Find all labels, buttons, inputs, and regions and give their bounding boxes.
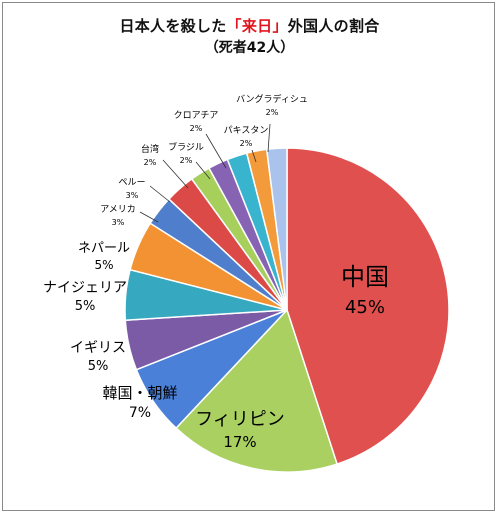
chart-title: 日本人を殺した「来日」外国人の割合 [0,16,499,36]
leader-line [139,211,159,223]
slice-label: ネパール [78,241,130,256]
slice-label: フィリピン [195,409,285,430]
leader-line [162,159,189,189]
slice-label: ペルー [118,178,145,188]
title-suffix: 外国人の割合 [287,17,380,35]
slice-value-label: 2% [240,139,253,148]
slice-value-label: 3% [112,218,125,227]
leader-line [251,149,257,163]
title-highlight: 「来日」 [226,17,288,35]
slice-value-label: 2% [144,158,157,167]
slice-value-label: 17% [223,433,256,451]
slice-label: イギリス [70,340,126,356]
pie-slice [286,147,450,466]
pie-slice [175,308,339,473]
slice-label: 台湾 [141,143,159,155]
slice-value-label: 5% [94,258,113,272]
chart-subtitle: （死者42人） [204,40,295,56]
slice-value-label: 3% [126,191,139,200]
slice-value-label: 2% [266,108,279,117]
slice-value-label: 5% [88,359,109,374]
slice-label: バングラディシュ [236,93,308,105]
slice-label: クロアチア [174,110,219,121]
pie-slice [265,147,288,311]
leader-line [149,185,171,203]
slice-label: ナイジェリア [43,280,127,296]
leader-line [267,123,271,153]
title-prefix: 日本人を殺した [119,17,227,35]
slice-label: パキスタン [224,125,269,136]
slice-label: 中国 [341,263,389,291]
slice-value-label: 7% [129,405,151,421]
slice-value-label: 2% [190,124,203,133]
slice-label: アメリカ [100,204,136,215]
slice-value-label: 5% [75,299,96,314]
slice-value-label: 45% [345,297,385,318]
leader-line [195,161,211,180]
slice-value-label: 2% [180,156,193,165]
slice-label: 韓国・朝鮮 [102,384,177,402]
slice-label: ブラジル [168,141,204,153]
leader-line [205,133,227,169]
